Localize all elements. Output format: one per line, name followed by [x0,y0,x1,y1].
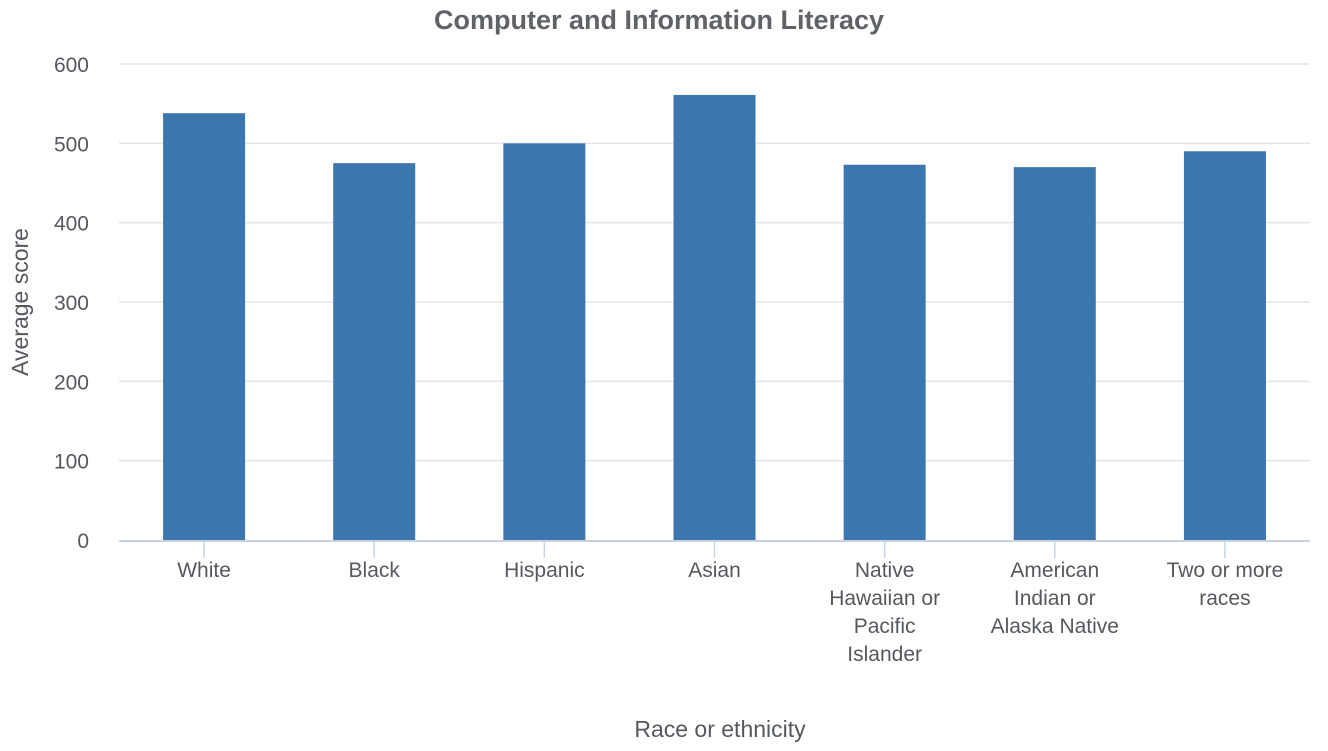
bar [1013,167,1096,540]
y-tick-label: 100 [54,451,89,474]
y-tick-labels: 0 100 200 300 400 500 600 [54,54,89,553]
x-tick-labels: White Black Hispanic Asian Native Hawaiian or… [177,559,1283,666]
bar [333,163,416,540]
bar [503,143,586,541]
y-tick-label: 400 [54,213,89,236]
x-tick-label: White [177,559,231,582]
x-tick-marks [203,541,1226,558]
x-tick-label: Black [349,559,401,582]
x-tick-label: Asian [688,559,741,582]
y-tick-label: 200 [54,371,89,394]
bar [843,164,926,540]
x-axis-title: Race or ethnicity [634,716,806,742]
chart-title: Computer and Information Literacy [434,5,884,35]
bar [163,113,246,540]
x-tick-label: Two or more races [1167,559,1284,610]
y-tick-label: 0 [77,530,89,553]
x-tick-label: American Indian or Alaska Native [991,559,1119,638]
bar [1183,151,1266,540]
x-tick-label: Hispanic [504,559,585,582]
bar [673,94,756,540]
y-tick-label: 600 [54,54,89,77]
y-tick-label: 300 [54,292,89,315]
y-axis-title: Average score [7,228,33,376]
y-tick-label: 500 [54,133,89,156]
x-tick-label: Native Hawaiian or Pacific Islander [829,559,940,666]
bars [163,94,1266,541]
